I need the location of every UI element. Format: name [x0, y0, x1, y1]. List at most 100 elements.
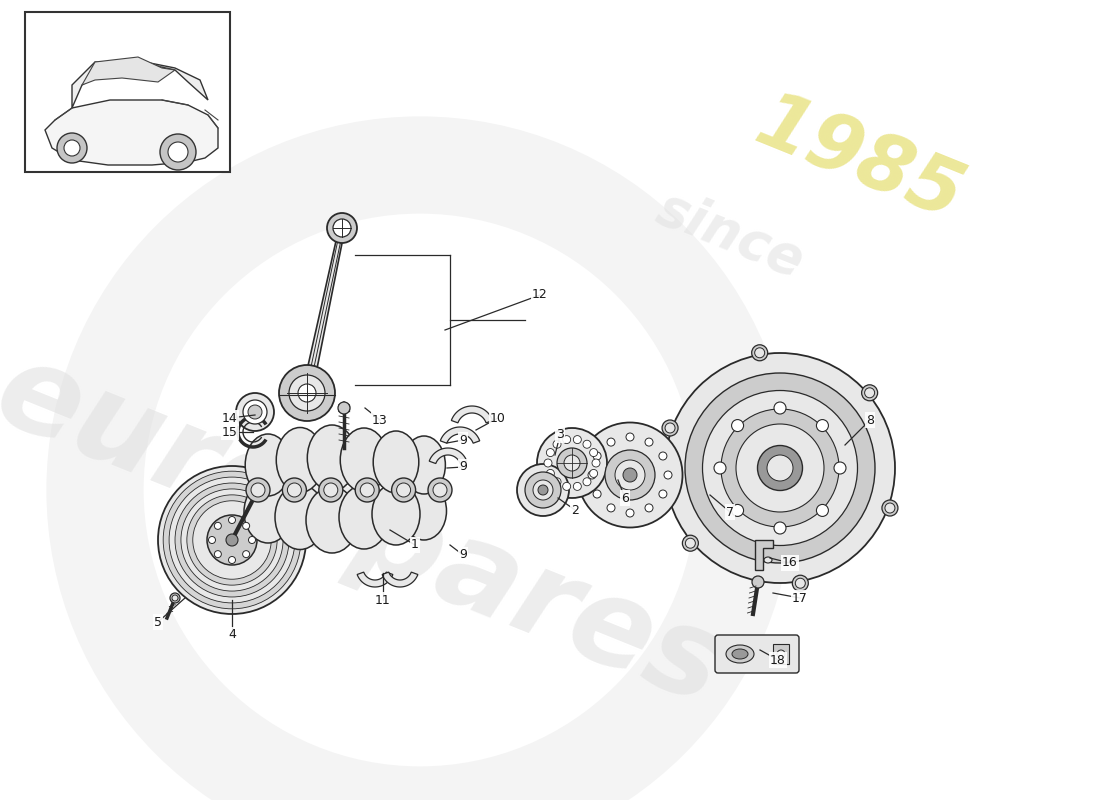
Circle shape: [774, 402, 786, 414]
Ellipse shape: [248, 405, 262, 419]
Text: 1985: 1985: [746, 84, 975, 236]
Bar: [25, 12, 230, 172]
Polygon shape: [45, 100, 218, 165]
Circle shape: [732, 419, 744, 431]
Ellipse shape: [623, 468, 637, 482]
Ellipse shape: [319, 478, 343, 502]
Circle shape: [563, 482, 571, 490]
Text: 18: 18: [770, 654, 785, 666]
Ellipse shape: [323, 483, 338, 497]
Ellipse shape: [163, 471, 300, 609]
Ellipse shape: [373, 431, 419, 493]
Ellipse shape: [732, 649, 748, 659]
Circle shape: [682, 535, 698, 551]
Circle shape: [774, 522, 786, 534]
Ellipse shape: [172, 595, 178, 601]
Ellipse shape: [397, 483, 410, 497]
Ellipse shape: [276, 427, 323, 493]
Circle shape: [243, 522, 250, 530]
Ellipse shape: [402, 482, 447, 540]
Ellipse shape: [564, 455, 580, 471]
Polygon shape: [302, 227, 345, 394]
Circle shape: [209, 537, 216, 543]
Circle shape: [882, 500, 898, 516]
Ellipse shape: [170, 593, 180, 603]
Circle shape: [544, 459, 552, 467]
Text: 13: 13: [372, 414, 388, 426]
Circle shape: [160, 134, 196, 170]
Ellipse shape: [777, 650, 785, 658]
Polygon shape: [382, 572, 418, 587]
Circle shape: [243, 550, 250, 558]
Text: 9: 9: [459, 461, 466, 474]
Text: 5: 5: [154, 615, 162, 629]
Polygon shape: [755, 540, 773, 570]
Text: 9: 9: [459, 549, 466, 562]
Polygon shape: [440, 427, 480, 443]
Circle shape: [659, 490, 667, 498]
Circle shape: [547, 449, 554, 457]
Ellipse shape: [605, 450, 654, 500]
Circle shape: [583, 478, 591, 486]
Circle shape: [732, 505, 744, 517]
Ellipse shape: [340, 428, 387, 492]
Circle shape: [590, 449, 597, 457]
Ellipse shape: [392, 478, 416, 502]
Ellipse shape: [666, 353, 895, 583]
Ellipse shape: [537, 428, 607, 498]
Circle shape: [588, 471, 596, 479]
Ellipse shape: [578, 422, 682, 527]
Ellipse shape: [169, 477, 295, 603]
Circle shape: [583, 440, 591, 448]
Text: 2: 2: [571, 503, 579, 517]
Text: eurospares: eurospares: [0, 331, 740, 729]
Circle shape: [553, 478, 561, 486]
Polygon shape: [358, 572, 393, 587]
Circle shape: [645, 504, 653, 512]
Ellipse shape: [752, 576, 764, 588]
Polygon shape: [82, 57, 175, 85]
Ellipse shape: [327, 213, 358, 243]
Ellipse shape: [372, 483, 420, 545]
Circle shape: [57, 133, 87, 163]
Ellipse shape: [339, 485, 389, 549]
Circle shape: [834, 462, 846, 474]
Ellipse shape: [433, 483, 447, 497]
Ellipse shape: [736, 424, 824, 512]
Circle shape: [607, 438, 615, 446]
Text: 9: 9: [459, 434, 466, 446]
Circle shape: [593, 490, 601, 498]
Circle shape: [861, 385, 878, 401]
Ellipse shape: [192, 501, 272, 579]
Bar: [773, 644, 789, 664]
Circle shape: [816, 419, 828, 431]
Polygon shape: [72, 62, 208, 108]
Text: 4: 4: [228, 629, 235, 642]
Text: 14: 14: [222, 411, 238, 425]
Circle shape: [563, 436, 571, 444]
Ellipse shape: [720, 409, 839, 527]
Text: since: since: [649, 182, 811, 288]
Ellipse shape: [306, 487, 358, 553]
Circle shape: [547, 470, 554, 478]
Circle shape: [795, 578, 805, 588]
Ellipse shape: [236, 393, 274, 431]
Circle shape: [816, 505, 828, 517]
Ellipse shape: [207, 515, 257, 565]
Ellipse shape: [726, 645, 754, 663]
Circle shape: [792, 575, 808, 591]
Circle shape: [553, 440, 561, 448]
Ellipse shape: [703, 390, 858, 546]
Circle shape: [214, 522, 221, 530]
Circle shape: [229, 517, 235, 523]
Circle shape: [714, 462, 726, 474]
Ellipse shape: [355, 478, 380, 502]
Circle shape: [64, 140, 80, 156]
Ellipse shape: [534, 480, 553, 500]
Ellipse shape: [180, 489, 283, 591]
Text: 12: 12: [532, 289, 548, 302]
Ellipse shape: [244, 481, 292, 543]
Circle shape: [592, 459, 600, 467]
Text: 15: 15: [222, 426, 238, 438]
Circle shape: [573, 482, 581, 490]
